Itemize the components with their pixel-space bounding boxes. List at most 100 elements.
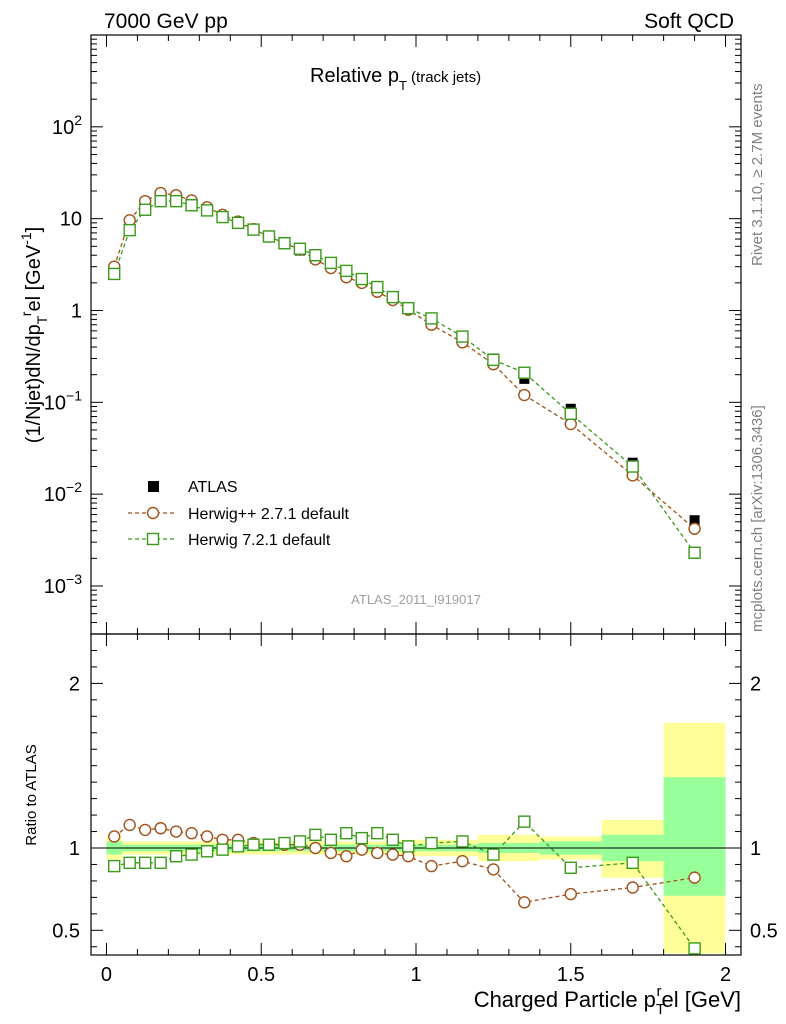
ratio-herwigpp-point bbox=[200, 830, 214, 843]
herwig7-point bbox=[154, 194, 167, 208]
legend-marker-atlas bbox=[148, 481, 159, 492]
ratio-ytick-label-right: 0.5 bbox=[750, 920, 778, 942]
herwig7-point bbox=[309, 249, 322, 262]
x-tick-label: 1 bbox=[410, 964, 421, 986]
legend-label-herwigpp: Herwig++ 2.7.1 default bbox=[188, 506, 350, 523]
ratio-xlabel: Charged Particle pTrel [GeV] bbox=[474, 983, 741, 1018]
herwig7-point bbox=[402, 301, 415, 315]
ratio-herwig7-point bbox=[247, 838, 260, 851]
ratio-herwigpp-point bbox=[688, 871, 701, 884]
legend-item-atlas: ATLAS bbox=[148, 479, 238, 496]
herwig7-point bbox=[216, 210, 229, 224]
ratio-herwigpp-point bbox=[355, 843, 369, 856]
ratio-xlabel-part: r bbox=[657, 983, 662, 1000]
y-tick-base: 10 bbox=[44, 576, 66, 598]
herwig7-point bbox=[518, 366, 531, 379]
main-ylabel-part: r bbox=[18, 311, 34, 316]
herwig7-line bbox=[113, 200, 696, 554]
header-left: 7000 GeV pp bbox=[104, 10, 228, 33]
herwig7-point bbox=[564, 407, 577, 420]
herwig7-point bbox=[231, 216, 245, 230]
ratio-herwig7-point bbox=[355, 831, 369, 845]
ratio-herwig7-point bbox=[688, 942, 701, 955]
ratio-frame bbox=[90, 633, 742, 956]
ratio-herwigpp-point bbox=[185, 826, 198, 840]
herwig7-point bbox=[123, 223, 136, 237]
ratio-herwig7-point bbox=[169, 850, 183, 863]
ratio-plot: 0 0.5 1 1.5 2 0.5 0.5 1 1 2 2 Ratio to ATLAS Charged… bbox=[23, 633, 778, 1018]
herwig7-point bbox=[355, 272, 369, 286]
legend-label-atlas: ATLAS bbox=[188, 479, 238, 496]
herwig7-point bbox=[688, 546, 701, 559]
herwig7-point bbox=[456, 330, 469, 343]
ratio-ytick-label: 2 bbox=[69, 673, 80, 695]
ratio-herwig7-point bbox=[626, 856, 639, 870]
ratio-herwig7-point bbox=[425, 836, 438, 850]
herwig7-point bbox=[324, 256, 338, 270]
ratio-herwig7-point bbox=[200, 845, 214, 858]
ratio-ytick-label-right: 1 bbox=[750, 838, 761, 860]
plot-title-sub: T bbox=[399, 78, 407, 93]
ratio-herwigpp-point bbox=[425, 859, 438, 873]
ratio-herwig7-point bbox=[138, 856, 152, 870]
herwig7-point bbox=[262, 230, 276, 243]
ratio-xlabel-part: Charged Particle p bbox=[474, 987, 656, 1012]
herwigpp-point bbox=[518, 388, 531, 402]
rivet-label: Rivet 3.1.10, ≥ 2.7M events bbox=[749, 84, 766, 267]
herwigpp-point bbox=[688, 522, 701, 535]
x-tick-label: 1.5 bbox=[557, 964, 585, 986]
ratio-ytick-label: 0.5 bbox=[52, 920, 80, 942]
y-tick-label: 10−2 bbox=[44, 479, 82, 506]
legend-marker-herwig7 bbox=[146, 532, 160, 546]
y-tick-label: 1 bbox=[71, 300, 82, 322]
ratio-herwigpp-point bbox=[138, 823, 152, 837]
herwigpp-point bbox=[564, 417, 577, 431]
y-tick-exp: −3 bbox=[66, 571, 82, 587]
ratio-xlabel-part: el [GeV] bbox=[662, 987, 741, 1012]
ratio-herwig7-point bbox=[216, 843, 229, 856]
legend-item-herwig7: Herwig 7.2.1 default bbox=[128, 532, 331, 549]
legend-label-herwig7: Herwig 7.2.1 default bbox=[188, 532, 331, 549]
ratio-herwig7-point bbox=[278, 836, 291, 850]
ratio-ylabel: Ratio to ATLAS bbox=[23, 744, 40, 845]
mcplots-label: mcplots.cern.ch [arXiv:1306.3436] bbox=[749, 405, 766, 632]
ratio-herwig7-point bbox=[309, 828, 322, 842]
ratio-herwig7-point bbox=[324, 833, 338, 846]
ratio-herwigpp-point bbox=[340, 850, 353, 863]
ratio-herwig7-point bbox=[340, 826, 353, 840]
ratio-herwig7-point bbox=[185, 848, 198, 861]
herwig7-point bbox=[169, 194, 183, 208]
ratio-herwigpp-point bbox=[123, 818, 136, 832]
ratio-herwig7-point bbox=[518, 815, 531, 828]
y-tick-label: 10−3 bbox=[44, 571, 82, 598]
main-ylabel-part: -1 bbox=[18, 232, 34, 245]
herwig7-point bbox=[487, 353, 500, 367]
herwig7-point bbox=[200, 204, 214, 217]
atlas-point bbox=[689, 515, 700, 526]
legend-marker-herwigpp bbox=[146, 506, 160, 520]
herwig7-point bbox=[138, 203, 152, 216]
plot-title-suffix: (track jets) bbox=[407, 69, 481, 86]
x-tick-label: 0.5 bbox=[247, 964, 275, 986]
herwig7-point bbox=[185, 199, 198, 212]
ratio-herwigpp-point bbox=[487, 863, 500, 876]
herwig7-point bbox=[371, 280, 384, 294]
main-ylabel-part: (1/Njet)dN/dp bbox=[23, 324, 45, 443]
ratio-herwig7-point bbox=[386, 833, 399, 846]
y-tick-base: 10 bbox=[52, 117, 74, 139]
main-ylabel-part: el [GeV bbox=[23, 244, 45, 311]
ratio-herwigpp-point bbox=[626, 881, 639, 894]
herwig7-point bbox=[340, 264, 353, 278]
header-right: Soft QCD bbox=[644, 10, 734, 33]
ratio-herwig7-point bbox=[487, 848, 500, 861]
ratio-herwig7-point bbox=[123, 856, 136, 870]
main-ylabel: (1/Njet)dN/dpTrel [GeV-1] bbox=[18, 227, 50, 443]
ratio-ytick-label: 1 bbox=[69, 838, 80, 860]
ratio-herwigpp-point bbox=[154, 822, 167, 835]
legend: ATLAS Herwig++ 2.7.1 default Herwig 7.2.… bbox=[128, 479, 350, 549]
ratio-herwig7-point bbox=[108, 859, 121, 873]
y-tick-label: 10 bbox=[60, 209, 82, 231]
legend-item-herwigpp: Herwig++ 2.7.1 default bbox=[128, 506, 350, 523]
